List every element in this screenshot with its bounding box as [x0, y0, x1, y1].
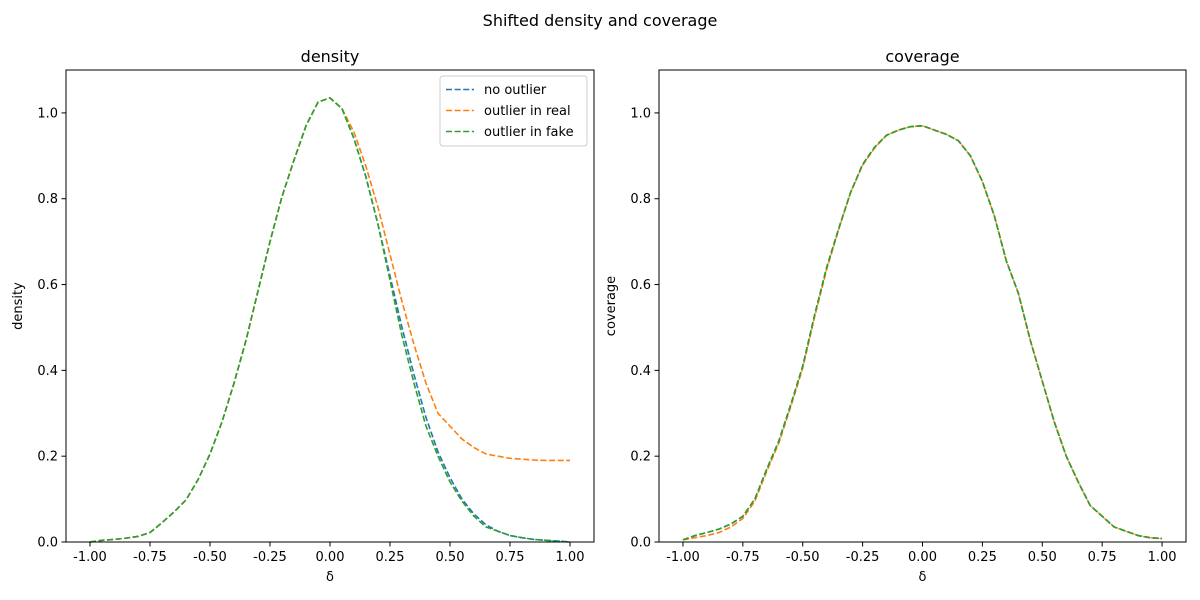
series-line-outlier-in-fake: [682, 124, 1163, 541]
x-tick-label: -0.50: [786, 550, 820, 565]
legend-frame: [439, 75, 588, 147]
legend: no outlier outlier in real outlier in fake: [439, 75, 588, 147]
x-tick-label: -0.75: [133, 550, 167, 565]
x-tick-label: 0.50: [436, 550, 465, 565]
x-tick-label: -0.25: [253, 550, 287, 565]
x-tick-label: 0.00: [316, 550, 345, 565]
y-tick-label: 0.6: [37, 278, 58, 293]
x-tick-label: 0.50: [1028, 550, 1057, 565]
x-axis-label: δ: [326, 570, 334, 585]
y-axis-label: density: [11, 282, 26, 330]
y-tick-label: 0.6: [630, 278, 651, 293]
y-tick-label: 0.8: [37, 192, 58, 207]
x-tick-label: 1.00: [556, 550, 585, 565]
axes-title: density: [301, 47, 360, 66]
y-tick-label: 0.4: [37, 364, 58, 379]
y-tick-label: 0.8: [630, 192, 651, 207]
y-tick-label: 0.0: [37, 536, 58, 551]
x-tick-label: -1.00: [666, 550, 700, 565]
x-axis-label: δ: [919, 570, 927, 585]
x-tick-label: 1.00: [1148, 550, 1177, 565]
x-tick-label: -1.00: [73, 550, 107, 565]
y-axis-label: coverage: [604, 276, 619, 336]
x-tick-label: -0.25: [846, 550, 880, 565]
x-tick-label: 0.00: [908, 550, 937, 565]
series-line-outlier-in-real: [89, 96, 570, 543]
legend-label: outlier in fake: [484, 125, 574, 140]
y-tick-label: 1.0: [630, 106, 651, 121]
y-tick-label: 0.4: [630, 364, 651, 379]
axes-title: coverage: [885, 47, 959, 66]
series-line-outlier-in-fake: [89, 96, 571, 543]
series-line-no-outlier: [682, 124, 1163, 541]
y-tick-label: 0.2: [37, 450, 58, 465]
x-tick-label: 0.75: [496, 550, 525, 565]
x-tick-label: 0.75: [1088, 550, 1117, 565]
x-tick-label: -0.50: [193, 550, 227, 565]
plot-frame: [658, 69, 1187, 543]
axes-coverage: -1.00 -0.75 -0.50 -0.25 0.00 0.25 0.50 0.75 1.00…: [604, 47, 1187, 585]
legend-label: no outlier: [484, 83, 547, 98]
x-tick-label: 0.25: [376, 550, 405, 565]
series-line-no-outlier: [89, 96, 571, 543]
figure-title: Shifted density and coverage: [483, 11, 718, 30]
x-tick-label: -0.75: [726, 550, 760, 565]
axes-density: -1.00 -0.75 -0.50 -0.25 0.00 0.25 0.50 0.75 1.00…: [11, 47, 595, 585]
legend-label: outlier in real: [484, 104, 571, 119]
series-line-outlier-in-real: [682, 124, 1163, 541]
y-tick-label: 0.2: [630, 450, 651, 465]
x-tick-label: 0.25: [968, 550, 997, 565]
y-tick-label: 1.0: [37, 106, 58, 121]
y-tick-label: 0.0: [630, 536, 651, 551]
